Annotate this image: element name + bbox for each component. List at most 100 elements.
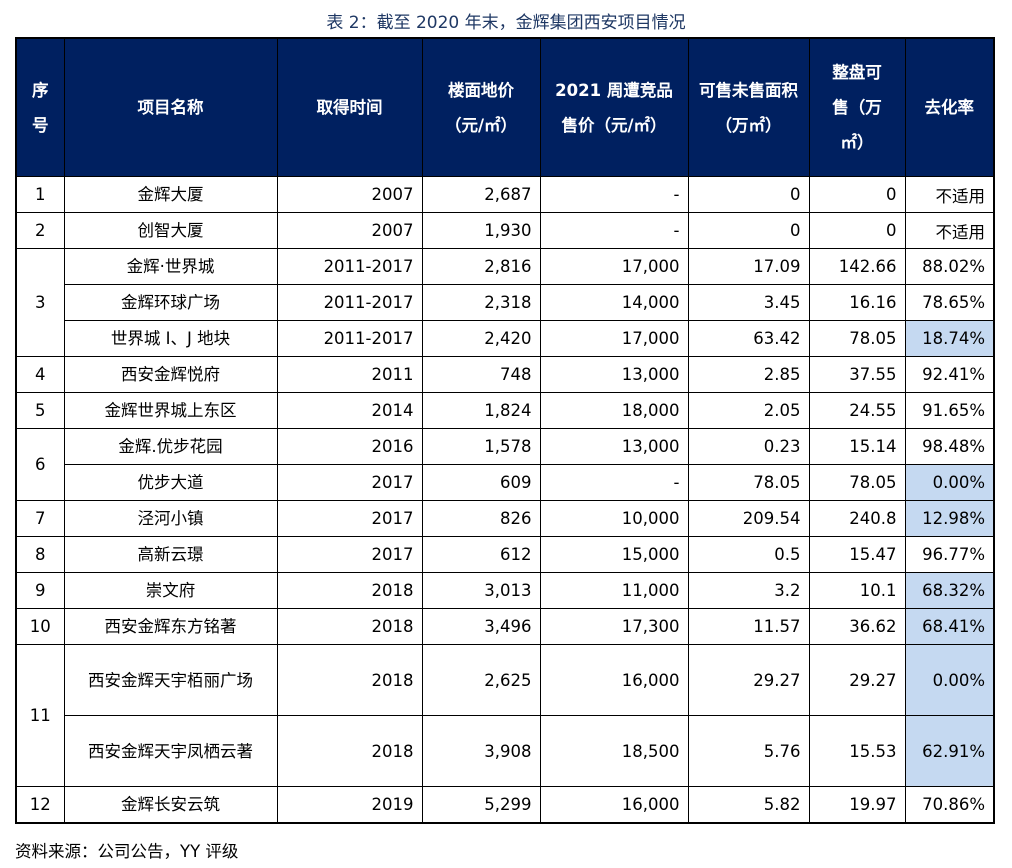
- cell-acquired-time: 2016: [276, 428, 423, 465]
- cell-project-name: 金辉.优步花园: [63, 428, 278, 465]
- header-land-price: 楼面地价（元/㎡）: [421, 37, 541, 177]
- cell-total-saleable: 36.62: [808, 608, 906, 645]
- cell-index: 11: [15, 644, 65, 787]
- cell-land-price: 826: [421, 500, 541, 537]
- cell-land-price: 612: [421, 536, 541, 573]
- cell-land-price: 3,908: [421, 715, 541, 787]
- header-competitor-price: 2021 周遭竞品售价（元/㎡）: [539, 37, 689, 177]
- cell-total-saleable: 142.66: [808, 248, 906, 285]
- cell-land-price: 5,299: [421, 786, 541, 824]
- cell-project-name: 金辉世界城上东区: [63, 392, 278, 429]
- cell-land-price: 3,496: [421, 608, 541, 645]
- cell-land-price: 2,420: [421, 320, 541, 357]
- cell-index: 4: [15, 356, 65, 393]
- cell-unsold-area: 0: [687, 212, 810, 249]
- cell-unsold-area: 3.45: [687, 284, 810, 321]
- cell-unsold-area: 29.27: [687, 644, 810, 716]
- cell-unsold-area: 0.5: [687, 536, 810, 573]
- cell-unsold-area: 5.76: [687, 715, 810, 787]
- cell-competitor-price: 18,000: [539, 392, 689, 429]
- header-total-saleable: 整盘可售（万㎡）: [808, 37, 906, 177]
- cell-project-name: 崇文府: [63, 572, 278, 609]
- cell-project-name: 高新云璟: [63, 536, 278, 573]
- cell-index: 9: [15, 572, 65, 609]
- cell-competitor-price: 11,000: [539, 572, 689, 609]
- cell-acquired-time: 2011-2017: [276, 284, 423, 321]
- cell-sell-through-rate: 91.65%: [904, 392, 995, 429]
- cell-project-name: 泾河小镇: [63, 500, 278, 537]
- cell-acquired-time: 2017: [276, 500, 423, 537]
- table-row: 1 金辉大厦 2007 2,687-0 0 不适用: [15, 176, 995, 213]
- cell-project-name: 西安金辉悦府: [63, 356, 278, 393]
- table-title: 表 2：截至 2020 年末，金辉集团西安项目情况: [326, 13, 686, 33]
- table-row: 7 泾河小镇 2017 826 10,000 209.54 240.8 12.98%: [15, 500, 995, 537]
- cell-sell-through-rate: 88.02%: [904, 248, 995, 285]
- cell-sell-through-rate: 70.86%: [904, 786, 995, 824]
- header-project-name: 项目名称: [63, 37, 278, 177]
- cell-competitor-price: 13,000: [539, 356, 689, 393]
- cell-unsold-area: 11.57: [687, 608, 810, 645]
- cell-project-name: 西安金辉天宇凤栖云著: [63, 715, 278, 787]
- cell-unsold-area: 2.05: [687, 392, 810, 429]
- cell-total-saleable: 78.05: [808, 464, 906, 501]
- source-note: 资料来源：公司公告，YY 评级: [15, 842, 239, 861]
- header-index: 序号: [15, 37, 65, 177]
- cell-total-saleable: 10.1: [808, 572, 906, 609]
- table-row: 西安金辉天宇凤栖云著 2018 3,908 18,500 5.76 15.53 62.91%: [16, 715, 995, 787]
- cell-unsold-area: 2.85: [687, 356, 810, 393]
- cell-competitor-price: -: [539, 212, 689, 249]
- table-row: 10 西安金辉东方铭著 2018 3,496 17,300 11.57 36.62 68.41…: [15, 608, 995, 645]
- header-sell-through-rate: 去化率: [904, 37, 995, 177]
- cell-sell-through-rate: 不适用: [904, 176, 995, 213]
- table-row: 12 金辉长安云筑 2019 5,299 16,000 5.82 19.97 70.86%: [15, 786, 995, 824]
- cell-sell-through-rate: 96.77%: [904, 536, 995, 573]
- cell-competitor-price: 15,000: [539, 536, 689, 573]
- cell-land-price: 609: [421, 464, 541, 501]
- cell-sell-through-rate: 不适用: [904, 212, 995, 249]
- cell-land-price: 2,318: [421, 284, 541, 321]
- cell-total-saleable: 15.47: [808, 536, 906, 573]
- cell-total-saleable: 78.05: [808, 320, 906, 357]
- cell-sell-through-rate: 0.00%: [904, 464, 995, 501]
- cell-competitor-price: -: [539, 464, 689, 501]
- cell-acquired-time: 2007: [276, 212, 423, 249]
- table-row: 优步大道 2017 609-78.05 78.05 0.00%: [16, 464, 995, 501]
- cell-unsold-area: 0: [687, 176, 810, 213]
- table-row: 6 金辉.优步花园 2016 1,578 13,000 0.23 15.14 98.48%: [15, 428, 995, 501]
- cell-unsold-area: 0.23: [687, 428, 810, 465]
- cell-total-saleable: 0: [808, 212, 906, 249]
- cell-sell-through-rate: 0.00%: [904, 644, 995, 716]
- cell-unsold-area: 3.2: [687, 572, 810, 609]
- cell-competitor-price: -: [539, 176, 689, 213]
- cell-acquired-time: 2019: [276, 786, 423, 824]
- cell-land-price: 1,824: [421, 392, 541, 429]
- cell-sell-through-rate: 68.32%: [904, 572, 995, 609]
- table-row: 金辉环球广场 2011-2017 2,318 14,000 3.45 16.16 78.65…: [16, 284, 995, 321]
- cell-index: 8: [15, 536, 65, 573]
- cell-project-name: 金辉长安云筑: [63, 786, 278, 824]
- cell-sell-through-rate: 78.65%: [904, 284, 995, 321]
- cell-competitor-price: 17,000: [539, 320, 689, 357]
- table-row: 4 西安金辉悦府 2011 748 13,000 2.85 37.55 92.41%: [15, 356, 995, 393]
- cell-total-saleable: 16.16: [808, 284, 906, 321]
- cell-total-saleable: 19.97: [808, 786, 906, 824]
- cell-project-name: 优步大道: [63, 464, 278, 501]
- cell-acquired-time: 2011: [276, 356, 423, 393]
- cell-competitor-price: 16,000: [539, 644, 689, 716]
- table-row: 9 崇文府 2018 3,013 11,000 3.2 10.1 68.32%: [15, 572, 995, 609]
- cell-index: 12: [15, 786, 65, 824]
- cell-index: 1: [15, 176, 65, 213]
- cell-competitor-price: 10,000: [539, 500, 689, 537]
- cell-acquired-time: 2018: [276, 715, 423, 787]
- cell-acquired-time: 2007: [276, 176, 423, 213]
- cell-land-price: 1,930: [421, 212, 541, 249]
- header-unsold-area: 可售未售面积（万㎡）: [687, 37, 810, 177]
- cell-acquired-time: 2017: [276, 536, 423, 573]
- cell-acquired-time: 2018: [276, 608, 423, 645]
- cell-total-saleable: 15.14: [808, 428, 906, 465]
- cell-project-name: 西安金辉东方铭著: [63, 608, 278, 645]
- cell-competitor-price: 17,000: [539, 248, 689, 285]
- cell-sell-through-rate: 18.74%: [904, 320, 995, 357]
- cell-total-saleable: 24.55: [808, 392, 906, 429]
- cell-acquired-time: 2018: [276, 644, 423, 716]
